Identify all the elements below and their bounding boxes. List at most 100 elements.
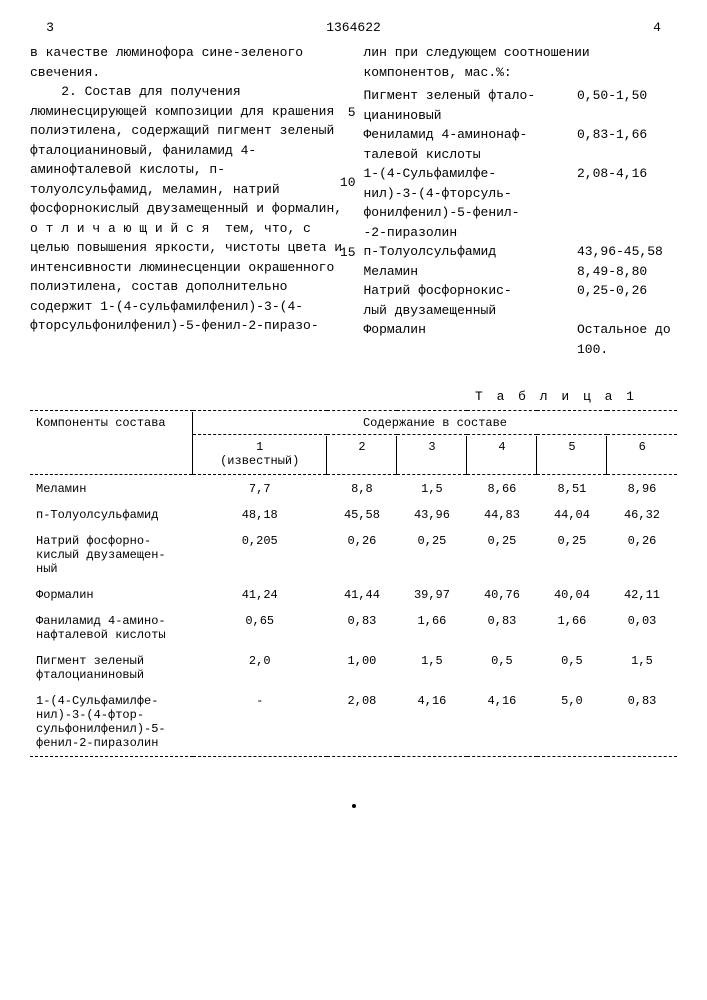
cell: 4,16 (397, 688, 467, 757)
col-num: 5 (537, 436, 607, 475)
cell: 8,51 (537, 476, 607, 502)
doc-number: 1364622 (326, 20, 381, 35)
row-label: 1-(4-Сульфамилфе- нил)-3-(4-фтор- сульфо… (30, 688, 193, 757)
table-row: Фаниламид 4-амино- нафталевой кислоты 0,… (30, 608, 677, 648)
cell: 0,5 (537, 648, 607, 688)
cell: 0,25 (397, 528, 467, 582)
cell: 44,04 (537, 502, 607, 528)
two-column-text: в качестве люминофора сине-зеленого свеч… (30, 43, 677, 359)
cell: 8,96 (607, 476, 677, 502)
table-row: Пигмент зеленый фталоцианиновый 2,0 1,00… (30, 648, 677, 688)
cell: 40,04 (537, 582, 607, 608)
comp-label: п-Толуолсульфамид (364, 242, 578, 262)
row-label: Пигмент зеленый фталоцианиновый (30, 648, 193, 688)
cell: 0,5 (467, 648, 537, 688)
comp-row: 1-(4-Сульфамилфе- нил)-3-(4-фторсуль- фо… (364, 164, 678, 242)
table-row: Меламин 7,7 8,8 1,5 8,66 8,51 8,96 (30, 476, 677, 502)
cell: 45,58 (327, 502, 397, 528)
table-title: Т а б л и ц а 1 (30, 389, 677, 404)
line-marker-15: 15 (340, 243, 356, 263)
comp-value: 8,49-8,80 (577, 262, 677, 282)
cell: 0,83 (607, 688, 677, 757)
cell: 0,83 (327, 608, 397, 648)
component-list: Пигмент зеленый фтало- цианиновый 0,50-1… (364, 86, 678, 359)
cell: 0,26 (327, 528, 397, 582)
table-row: 1-(4-Сульфамилфе- нил)-3-(4-фтор- сульфо… (30, 688, 677, 757)
cell: 48,18 (193, 502, 327, 528)
cell: 0,205 (193, 528, 327, 582)
comp-value: 0,83-1,66 (577, 125, 677, 164)
table-header-row: Компоненты состава Содержание в составе (30, 412, 677, 435)
cell: 0,83 (467, 608, 537, 648)
right-column: лин при следующем соотношении компоненто… (364, 43, 678, 359)
line-marker-10: 10 (340, 173, 356, 193)
body-text-left: в качестве люминофора сине-зеленого свеч… (30, 45, 350, 333)
cell: 5,0 (537, 688, 607, 757)
cell: 42,11 (607, 582, 677, 608)
table-row: Формалин 41,24 41,44 39,97 40,76 40,04 4… (30, 582, 677, 608)
comp-row: Натрий фосфорнокис- лый двузамещенный 0,… (364, 281, 678, 320)
cell: 8,66 (467, 476, 537, 502)
cell: 43,96 (397, 502, 467, 528)
comp-value: 0,50-1,50 (577, 86, 677, 125)
comp-label: Пигмент зеленый фтало- цианиновый (364, 86, 578, 125)
table-row: п-Толуолсульфамид 48,18 45,58 43,96 44,8… (30, 502, 677, 528)
page-dot (30, 798, 677, 813)
comp-row: п-Толуолсульфамид 43,96-45,58 (364, 242, 678, 262)
comp-value: 0,25-0,26 (577, 281, 677, 320)
cell: 0,03 (607, 608, 677, 648)
comp-value: 2,08-4,16 (577, 164, 677, 242)
cell: 8,8 (327, 476, 397, 502)
table-subheader-row: 1 (известный) 2 3 4 5 6 (30, 436, 677, 475)
header-row: 3 1364622 4 (30, 20, 677, 35)
comp-label: Натрий фосфорнокис- лый двузамещенный (364, 281, 578, 320)
composition-table: Компоненты состава Содержание в составе … (30, 410, 677, 758)
cell: 41,24 (193, 582, 327, 608)
body-text-right-top: лин при следующем соотношении компоненто… (364, 43, 678, 82)
comp-value: Остальное до 100. (577, 320, 677, 359)
comp-row: Формалин Остальное до 100. (364, 320, 678, 359)
cell: 0,25 (537, 528, 607, 582)
cell: 2,08 (327, 688, 397, 757)
col-num: 4 (467, 436, 537, 475)
dashed-line (30, 757, 677, 759)
col-num: 1 (известный) (193, 436, 327, 475)
cell: 40,76 (467, 582, 537, 608)
page-num-right: 4 (637, 20, 677, 35)
cell: 41,44 (327, 582, 397, 608)
line-marker-5: 5 (348, 103, 356, 123)
row-label: Натрий фосфорно- кислый двузамещен- ный (30, 528, 193, 582)
comp-row: Фениламид 4-аминонаф- талевой кислоты 0,… (364, 125, 678, 164)
comp-label: Меламин (364, 262, 578, 282)
comp-label: Фениламид 4-аминонаф- талевой кислоты (364, 125, 578, 164)
comp-label: Формалин (364, 320, 578, 359)
table-head-content: Содержание в составе (193, 412, 678, 435)
cell: 44,83 (467, 502, 537, 528)
col-num: 6 (607, 436, 677, 475)
cell: 1,5 (607, 648, 677, 688)
cell: 39,97 (397, 582, 467, 608)
cell: 1,5 (397, 648, 467, 688)
table-head-components: Компоненты состава (30, 412, 193, 436)
page-container: 3 1364622 4 в качестве люминофора сине-з… (0, 0, 707, 833)
comp-row: Меламин 8,49-8,80 (364, 262, 678, 282)
cell: 1,00 (327, 648, 397, 688)
table-row: Натрий фосфорно- кислый двузамещен- ный … (30, 528, 677, 582)
row-label: Меламин (30, 476, 193, 502)
comp-value: 43,96-45,58 (577, 242, 677, 262)
cell: 0,26 (607, 528, 677, 582)
cell: 0,25 (467, 528, 537, 582)
cell: 4,16 (467, 688, 537, 757)
comp-label: 1-(4-Сульфамилфе- нил)-3-(4-фторсуль- фо… (364, 164, 578, 242)
row-label: п-Толуолсульфамид (30, 502, 193, 528)
comp-row: Пигмент зеленый фтало- цианиновый 0,50-1… (364, 86, 678, 125)
page-num-left: 3 (30, 20, 70, 35)
cell: 1,66 (397, 608, 467, 648)
left-column: в качестве люминофора сине-зеленого свеч… (30, 43, 344, 359)
col-num: 2 (327, 436, 397, 475)
cell: 0,65 (193, 608, 327, 648)
cell: 1,66 (537, 608, 607, 648)
cell: 1,5 (397, 476, 467, 502)
cell: 2,0 (193, 648, 327, 688)
cell: 7,7 (193, 476, 327, 502)
